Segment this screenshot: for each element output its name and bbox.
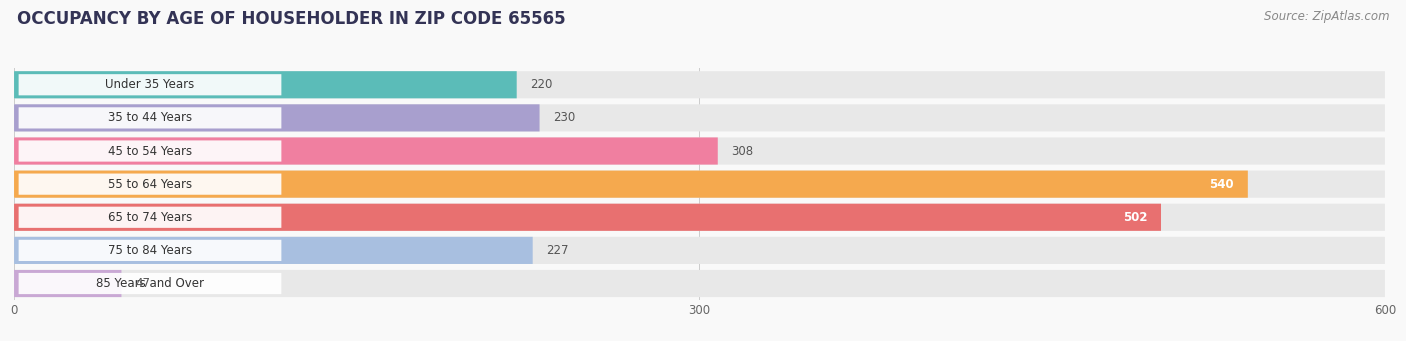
Text: 308: 308	[731, 145, 754, 158]
FancyBboxPatch shape	[18, 174, 281, 195]
Text: 230: 230	[554, 112, 575, 124]
FancyBboxPatch shape	[18, 107, 281, 129]
FancyBboxPatch shape	[18, 273, 281, 294]
Text: 35 to 44 Years: 35 to 44 Years	[108, 112, 193, 124]
Text: 85 Years and Over: 85 Years and Over	[96, 277, 204, 290]
FancyBboxPatch shape	[18, 207, 281, 228]
FancyBboxPatch shape	[14, 170, 1249, 198]
FancyBboxPatch shape	[14, 204, 1385, 231]
FancyBboxPatch shape	[14, 204, 1161, 231]
FancyBboxPatch shape	[14, 237, 1385, 264]
FancyBboxPatch shape	[14, 137, 1385, 165]
Text: 75 to 84 Years: 75 to 84 Years	[108, 244, 193, 257]
FancyBboxPatch shape	[18, 240, 281, 261]
FancyBboxPatch shape	[14, 270, 121, 297]
Text: 65 to 74 Years: 65 to 74 Years	[108, 211, 193, 224]
Text: 220: 220	[530, 78, 553, 91]
Text: 45 to 54 Years: 45 to 54 Years	[108, 145, 193, 158]
Text: 502: 502	[1123, 211, 1147, 224]
FancyBboxPatch shape	[14, 71, 517, 98]
Text: 540: 540	[1209, 178, 1234, 191]
FancyBboxPatch shape	[14, 104, 540, 132]
FancyBboxPatch shape	[18, 140, 281, 162]
Text: 47: 47	[135, 277, 150, 290]
FancyBboxPatch shape	[14, 137, 718, 165]
FancyBboxPatch shape	[14, 71, 1385, 98]
FancyBboxPatch shape	[14, 104, 1385, 132]
Text: Under 35 Years: Under 35 Years	[105, 78, 194, 91]
Text: OCCUPANCY BY AGE OF HOUSEHOLDER IN ZIP CODE 65565: OCCUPANCY BY AGE OF HOUSEHOLDER IN ZIP C…	[17, 10, 565, 28]
FancyBboxPatch shape	[14, 270, 1385, 297]
FancyBboxPatch shape	[18, 74, 281, 95]
Text: 227: 227	[547, 244, 569, 257]
Text: 55 to 64 Years: 55 to 64 Years	[108, 178, 193, 191]
Text: Source: ZipAtlas.com: Source: ZipAtlas.com	[1264, 10, 1389, 23]
FancyBboxPatch shape	[14, 170, 1385, 198]
FancyBboxPatch shape	[14, 237, 533, 264]
